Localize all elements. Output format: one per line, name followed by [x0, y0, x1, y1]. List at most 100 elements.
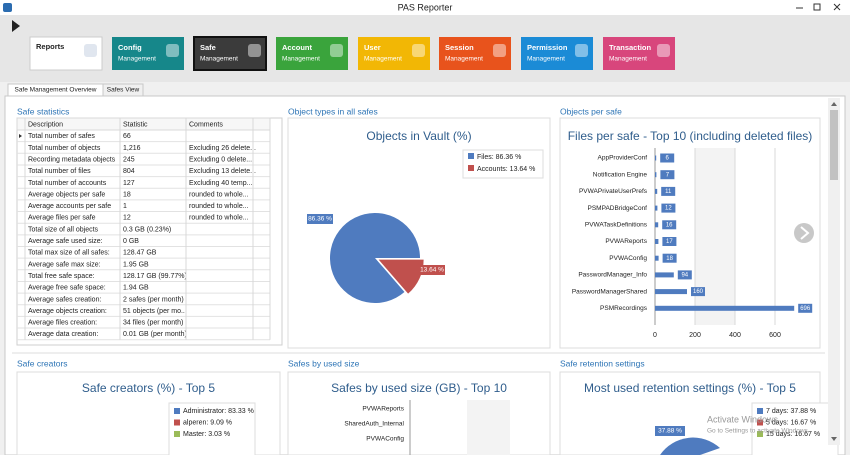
pie-slice	[378, 259, 424, 294]
scrollbar[interactable]	[828, 98, 840, 445]
value-label-bg	[660, 170, 675, 180]
y-tick-label: PVWAPrivateUserPrefs	[579, 188, 648, 195]
bar	[655, 305, 795, 311]
close[interactable]	[833, 3, 841, 11]
next-button[interactable]	[794, 223, 814, 243]
tab-bar: Safe Management Overview Safes View	[7, 83, 144, 97]
y-tick-label: Notification Engine	[593, 171, 648, 178]
value-label: 12	[665, 206, 672, 212]
tile-icon	[657, 44, 670, 57]
tile-bg	[112, 37, 184, 70]
row-indicator	[19, 134, 22, 138]
column-header: Comments	[189, 121, 223, 128]
pie-slice-visible	[660, 437, 720, 455]
collapse-arrow[interactable]	[12, 20, 20, 32]
value-label-bg	[419, 265, 445, 275]
tile[interactable]: Reports	[29, 36, 103, 71]
tile[interactable]: Transaction Management	[603, 37, 675, 70]
maximize[interactable]	[813, 3, 821, 11]
value-label-bg	[677, 270, 692, 280]
legend-swatch	[757, 408, 763, 414]
y-tick-label: PVWAReports	[605, 238, 647, 245]
y-tick-label: SharedAuth_Internal	[344, 421, 404, 428]
table-cell: 12	[123, 215, 131, 222]
tile-title: Safe	[200, 43, 216, 52]
tile[interactable]: User Management	[358, 37, 430, 70]
tile-subtitle: Management	[118, 56, 156, 63]
legend-swatch	[468, 165, 474, 171]
value-label: 11	[665, 189, 672, 195]
bar	[655, 289, 687, 295]
tile-bg	[439, 37, 511, 70]
table-cell: 804	[123, 168, 135, 175]
tile-subtitle: Management	[282, 56, 320, 63]
column-header: Statistic	[123, 121, 148, 128]
tile-title: Transaction	[609, 43, 652, 52]
table-cell: Average accounts per safe	[28, 203, 111, 210]
legend-label: 5 days: 16.67 %	[766, 419, 816, 426]
table-cell: Total free safe space:	[28, 273, 95, 280]
table-cell: 1.94 GB	[123, 285, 149, 292]
chart-title: Files per safe - Top 10 (including delet…	[568, 129, 813, 143]
table-cell: Total number of accounts	[28, 180, 107, 187]
value-label: 86.36 %	[308, 216, 332, 223]
tile-title: Permission	[527, 43, 568, 52]
tile[interactable]: Config Management	[112, 37, 184, 70]
section-heading: Safe creators	[17, 358, 68, 368]
value-label: 37.88 %	[658, 428, 682, 435]
table-cell: 34 files (per month)	[123, 320, 183, 327]
value-label-bg	[307, 214, 333, 224]
value-label-bg	[662, 237, 677, 246]
plot-band	[695, 148, 735, 325]
table-cell: Total number of objects	[28, 145, 101, 152]
window-controls[interactable]	[796, 3, 841, 11]
section-heading: Object types in all safes	[288, 106, 378, 116]
legend-label: Files: 86.36 %	[477, 154, 521, 161]
value-label: 13.64 %	[420, 267, 444, 274]
table-cell: Recording metadata objects	[28, 156, 116, 163]
table-cell: Excluding 26 delete...	[189, 145, 256, 152]
value-label-bg	[661, 203, 676, 213]
x-tick-label: 600	[769, 332, 781, 339]
tab[interactable]	[102, 83, 144, 97]
bar	[655, 222, 659, 228]
table-cell: rounded to whole...	[189, 191, 249, 198]
tile-subtitle: Management	[364, 56, 402, 63]
watermark: Activate Windows	[707, 414, 779, 424]
y-tick-label: PasswordManager_Info	[578, 272, 647, 279]
tile-title: Session	[445, 43, 474, 52]
legend-swatch	[468, 153, 474, 159]
tab-label: Safe Management Overview	[14, 87, 96, 94]
section-heading: Objects per safe	[560, 106, 622, 116]
tile[interactable]: Permission Management	[521, 37, 593, 70]
table-cell: Total number of files	[28, 168, 91, 175]
y-tick-label: PSMPADBridgeConf	[588, 205, 648, 212]
value-label: 6	[666, 156, 670, 162]
tile-icon	[166, 44, 179, 57]
value-label-bg	[662, 220, 677, 230]
value-label-bg	[660, 153, 675, 163]
table-cell: Average files creation:	[28, 320, 97, 327]
table-cell: 0.3 GB (0.23%)	[123, 226, 171, 233]
scroll-thumb[interactable]	[830, 110, 838, 180]
bar	[655, 239, 659, 244]
legend-swatch	[174, 431, 180, 437]
tile[interactable]: Safe Management	[193, 36, 267, 71]
tile-bg	[193, 36, 267, 71]
tile-icon	[84, 44, 97, 57]
legend-label: Accounts: 13.64 %	[477, 166, 535, 173]
table-cell: Excluding 13 delete...	[189, 168, 256, 175]
legend-label: 15 days: 16.67 %	[766, 431, 820, 438]
y-tick-label: AppProviderConf	[598, 155, 648, 162]
tile-icon	[248, 44, 261, 57]
table-cell: Average objects creation:	[28, 308, 107, 315]
tile-title: Reports	[36, 42, 64, 51]
table-cell: Average data creation:	[28, 331, 98, 338]
tile[interactable]: Session Management	[439, 37, 511, 70]
table-cell: 66	[123, 133, 131, 140]
tile[interactable]: Account Management	[276, 37, 348, 70]
y-tick-label: PasswordManagerShared	[572, 288, 648, 295]
x-tick-label: 200	[689, 332, 701, 339]
value-label-bg	[661, 186, 676, 196]
x-tick-label: 0	[653, 332, 657, 339]
